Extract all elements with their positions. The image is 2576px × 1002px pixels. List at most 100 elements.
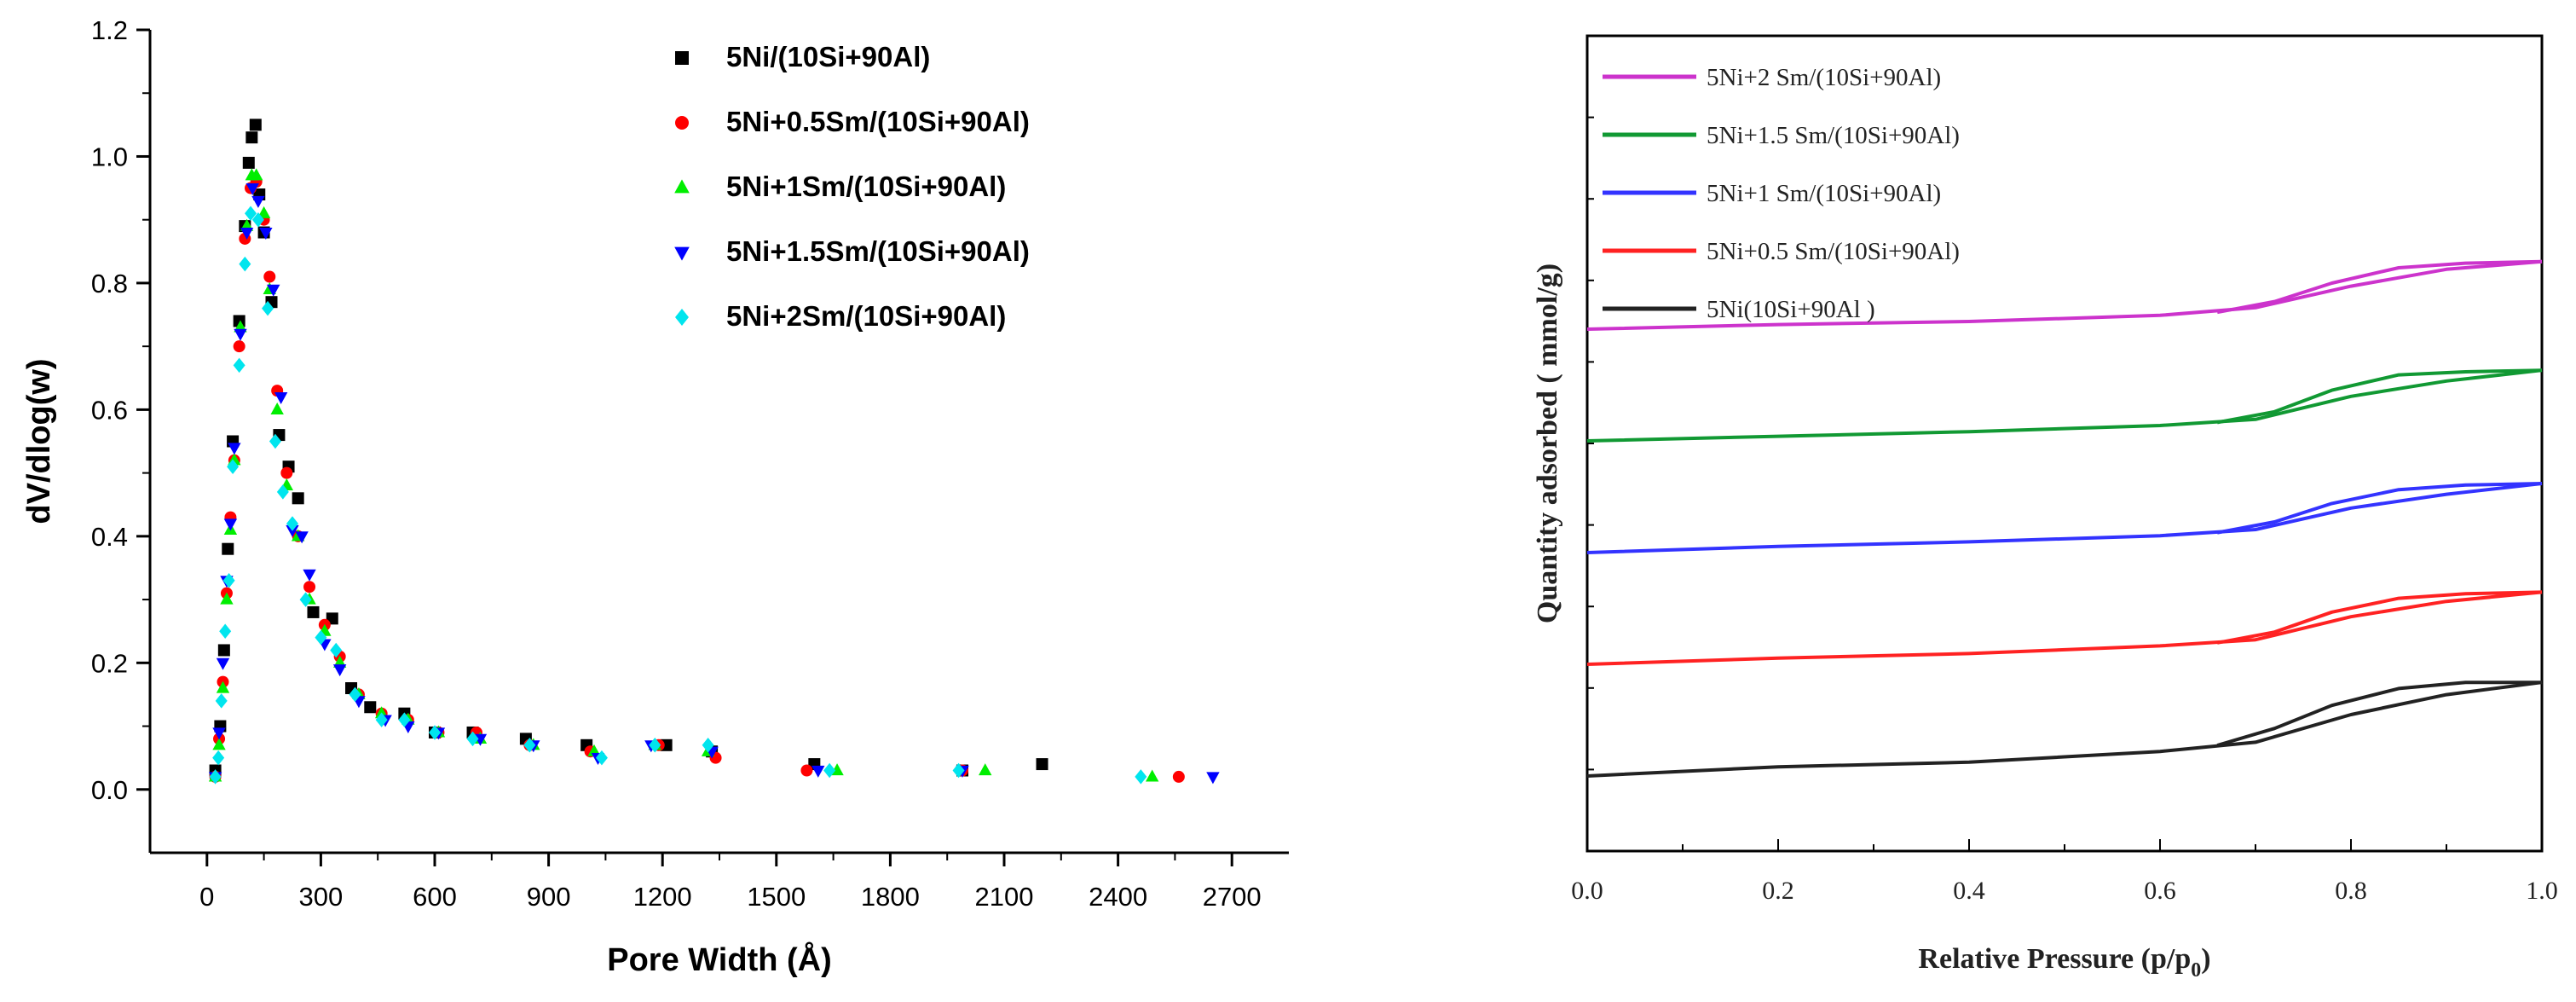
data-point [1145,769,1159,782]
data-point [276,484,289,500]
y-axis-title: dV/dlog(w) [21,358,57,524]
psd-chart-panel: 0 300 600 900 1200 1500 1800 2100 2400 2700 0.0 0.2… [21,15,1289,978]
x-tick-label: 0.2 [1762,877,1794,905]
data-point [1135,769,1147,785]
data-point [259,227,273,240]
data-point [251,195,265,208]
isotherm-1 [1586,259,2543,331]
data-point [228,443,241,455]
data-point [270,402,284,414]
data-point [240,227,254,240]
data-point [649,738,661,753]
desorption-branch [2216,482,2543,535]
series-5 [209,206,1147,785]
x-axis-title: Relative Pressure (p/p0) [1918,943,2210,982]
data-point [332,664,347,677]
data-point [209,769,222,785]
data-point [269,433,281,449]
data-point [215,693,228,709]
data-point [245,182,259,195]
legend-marker [674,179,690,194]
x-tick-label: 0 [199,882,214,912]
legend-marker [674,246,690,261]
isotherm-chart-panel: 0.0 0.2 0.4 0.6 0.8 1.0 Relative Pressure (p/p… [1500,0,2576,998]
data-point [212,738,226,750]
isotherm-4 [1586,590,2543,666]
data-point [523,738,536,753]
data-point [398,712,411,727]
legend-label: 5Ni+0.5 Sm/(10Si+90Al) [1707,238,1960,265]
desorption-branch [2216,590,2543,645]
x-tick-label: 300 [299,882,344,912]
legend-label: 5Ni+1Sm/(10Si+90Al) [726,171,1006,202]
y-tick-label: 0.6 [91,395,128,425]
data-point [1172,770,1185,783]
data-point [222,573,235,588]
series-1 [209,119,1048,777]
data-point [702,738,714,753]
x-tick-label: 1.0 [2526,877,2558,905]
x-axis-title-end: ) [2201,943,2210,975]
data-point [295,531,309,544]
data-point [267,284,280,297]
x-tick-label: 600 [413,882,457,912]
legend-label: 5Ni(10Si+90Al ) [1707,296,1875,323]
desorption-branch [2216,259,2543,315]
x-tick-label: 0.0 [1571,877,1603,905]
data-point [303,569,316,582]
data-point [303,581,316,594]
y-axis-title: Quantity adsorbed ( mmol/g) [1532,264,1563,623]
x-tick-label: 1800 [861,882,920,912]
data-point [800,764,813,777]
legend-label: 5Ni+1.5 Sm/(10Si+90Al) [1707,122,1960,149]
data-point [233,340,245,353]
adsorption-branch [1586,368,2543,443]
data-point [257,206,271,218]
desorption-branch [2216,368,2543,425]
data-point [349,686,361,703]
x-axis-title-main: Relative Pressure (p/p [1918,943,2191,975]
x-tick-label: 0.8 [2335,877,2367,905]
y-tick-label: 1.0 [91,142,128,171]
data-point [292,492,304,505]
plot-frame [1585,34,2544,853]
legend-label: 5Ni+0.5Sm/(10Si+90Al) [726,106,1030,137]
x-axis-title-subscript: 0 [2191,959,2201,982]
x-tick-label: 1200 [633,882,692,912]
legend-label: 5Ni+2 Sm/(10Si+90Al) [1707,64,1941,91]
isotherm-3 [1586,482,2543,554]
data-point [286,524,299,537]
x-tick-label: 2700 [1203,882,1262,912]
data-point [212,727,226,740]
legend-marker [675,51,689,65]
data-point [227,459,240,474]
x-tick-label: 900 [527,882,571,912]
data-point [823,762,836,779]
y-tick-label: 1.2 [91,15,128,45]
data-point [242,156,255,169]
data-point [219,623,232,639]
y-tick-label: 0.2 [91,648,128,678]
legend-marker [675,116,689,130]
adsorption-branch [1586,590,2543,666]
data-point [212,750,225,766]
adsorption-branch [1586,681,2543,778]
y-tick-label: 0.4 [91,522,128,552]
x-axis-title: Pore Width (Å) [607,941,832,978]
data-point [222,542,234,555]
y-tick-label: 0.0 [91,775,128,805]
x-tick-label: 1500 [747,882,806,912]
data-point [234,328,247,341]
data-point [364,701,377,714]
data-point [262,300,274,316]
pore-size-distribution-chart: 0 300 600 900 1200 1500 1800 2100 2400 2700 0.0 0.2… [21,15,1289,978]
data-point [280,466,293,479]
data-point [223,518,238,531]
legend-label: 5Ni+1 Sm/(10Si+90Al) [1707,180,1941,207]
isotherm-5 [1586,681,2543,778]
desorption-branch [2216,681,2542,747]
adsorption-branch [1586,482,2543,554]
data-point [811,765,825,778]
data-point [233,357,245,374]
data-point [315,629,327,646]
